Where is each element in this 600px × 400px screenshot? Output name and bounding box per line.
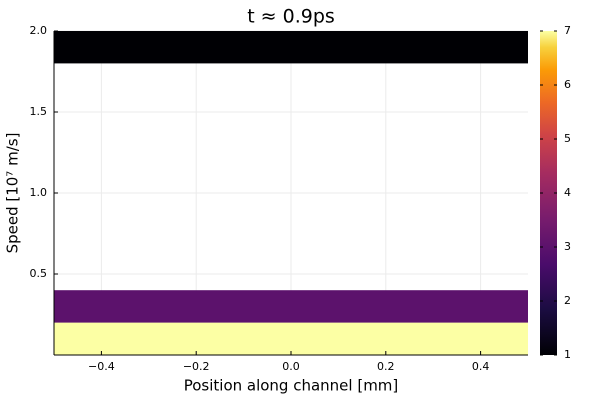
x-axis-label: Position along channel [mm] (184, 377, 399, 395)
heatmap-band (54, 322, 528, 355)
chart-title: t ≈ 0.9ps (247, 6, 335, 28)
colorbar-tick-label: 7 (564, 24, 571, 37)
y-tick-label: 0.5 (30, 267, 48, 280)
x-ticks: −0.4 −0.2 0.0 0.2 0.4 (88, 351, 489, 373)
x-tick-label: 0.2 (377, 360, 395, 373)
x-tick-label: −0.2 (183, 360, 210, 373)
y-tick-label: 1.5 (30, 105, 48, 118)
colorbar-tick-label: 6 (564, 78, 571, 91)
y-axis-label: Speed [10⁷ m/s] (4, 133, 22, 254)
colorbar-tick-label: 2 (564, 294, 571, 307)
x-tick-label: 0.0 (282, 360, 300, 373)
colorbar-tick-label: 1 (564, 348, 571, 361)
y-tick-label: 1.0 (30, 186, 48, 199)
colorbar (540, 31, 557, 355)
colorbar-tick-label: 4 (564, 186, 571, 199)
x-tick-label: −0.4 (88, 360, 115, 373)
heatmap-band (54, 290, 528, 323)
x-tick-label: 0.4 (472, 360, 490, 373)
colorbar-ticks: 1 2 3 4 5 6 7 (540, 24, 571, 361)
heatmap-bands (54, 31, 528, 355)
heatmap-band (54, 31, 528, 64)
y-ticks: 0.5 1.0 1.5 2.0 (30, 24, 58, 280)
y-tick-label: 2.0 (30, 24, 48, 37)
colorbar-tick-label: 5 (564, 132, 571, 145)
colorbar-tick-label: 3 (564, 240, 571, 253)
